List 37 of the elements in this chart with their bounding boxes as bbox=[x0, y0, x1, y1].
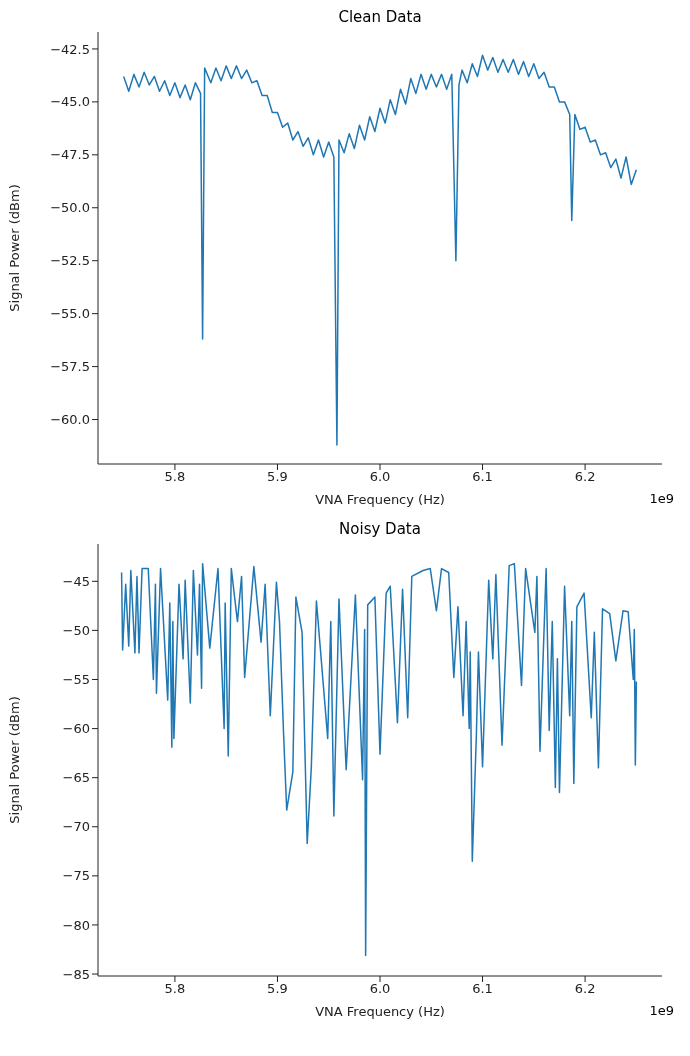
y-axis-title: Signal Power (dBm) bbox=[6, 184, 22, 312]
x-tick-label: 6.1 bbox=[472, 981, 493, 997]
x-axis-title: VNA Frequency (Hz) bbox=[315, 492, 445, 507]
x-tick-label: 5.9 bbox=[267, 981, 288, 997]
x-tick-label: 6.0 bbox=[369, 469, 391, 485]
y-tick-label: −85 bbox=[62, 966, 90, 982]
y-tick-label: −80 bbox=[62, 917, 90, 933]
text: 1e9 bbox=[649, 491, 674, 506]
x-tick-label: 6.0 bbox=[369, 981, 391, 997]
x-tick-label: 5.8 bbox=[164, 981, 186, 997]
y-tick-label: −50 bbox=[62, 623, 90, 639]
y-tick-label: −42.5 bbox=[50, 41, 90, 57]
y-axis-title: Signal Power (dBm) bbox=[6, 696, 22, 824]
y-tick-label: −60 bbox=[62, 721, 90, 737]
x-tick-label: 5.9 bbox=[267, 469, 288, 485]
y-tick-label: −47.5 bbox=[50, 147, 90, 163]
y-tick-label: −65 bbox=[62, 770, 90, 786]
y-tick-label: −57.5 bbox=[50, 359, 90, 375]
y-tick-label: −55 bbox=[62, 672, 90, 688]
line-series bbox=[120, 562, 638, 957]
text: 1e9 bbox=[649, 1003, 674, 1018]
chart-title: Clean Data bbox=[337, 8, 423, 28]
x-tick-label: 6.2 bbox=[574, 469, 596, 485]
y-tick-label: −50.0 bbox=[50, 200, 90, 216]
x-tick-label: 6.2 bbox=[574, 981, 596, 997]
x-axis-title: VNA Frequency (Hz) bbox=[315, 1004, 445, 1019]
x-tick-label: 5.8 bbox=[164, 469, 186, 485]
y-tick-label: −52.5 bbox=[50, 253, 90, 269]
line-series bbox=[122, 54, 638, 446]
y-tick-label: −70 bbox=[62, 819, 90, 835]
y-tick-label: −45.0 bbox=[50, 94, 90, 110]
y-tick-label: −45 bbox=[62, 573, 90, 589]
y-tick-label: −75 bbox=[62, 868, 90, 884]
y-tick-label: −60.0 bbox=[50, 412, 90, 428]
y-tick-label: −55.0 bbox=[50, 306, 90, 322]
chart-title: Noisy Data bbox=[338, 520, 422, 540]
x-tick-label: 6.1 bbox=[472, 469, 493, 485]
